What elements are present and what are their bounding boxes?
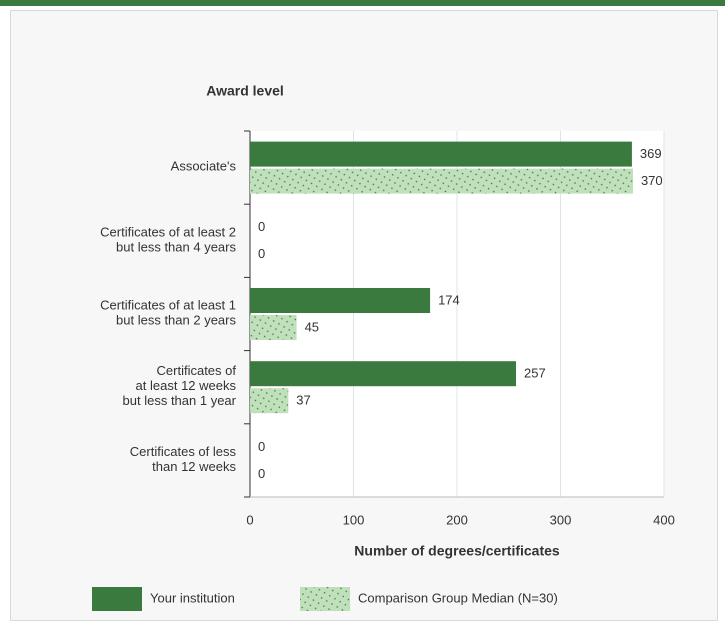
chart-title: Award level xyxy=(206,83,284,99)
value-label: 0 xyxy=(258,466,265,481)
y-tick-label-line: Certificates of at least 2 xyxy=(100,225,236,240)
bar xyxy=(250,288,431,313)
value-label: 257 xyxy=(524,366,546,381)
y-tick-label-line: than 12 weeks xyxy=(152,459,236,474)
y-tick-label: Certificates of at least 2 but less than … xyxy=(100,225,236,255)
legend-label: Comparison Group Median (N=30) xyxy=(358,590,558,605)
y-tick-label-line: Certificates of less xyxy=(130,444,237,459)
bar xyxy=(250,141,632,167)
x-axis-label: Number of degrees/certificates xyxy=(354,543,560,559)
y-tick-label-line: but less than 2 years xyxy=(116,313,236,328)
y-tick-label: Certificates of less than 12 weeks xyxy=(130,444,237,474)
y-tick-label-line: but less than 4 years xyxy=(116,240,236,255)
y-tick-label-line: but less than 1 year xyxy=(123,394,237,409)
value-label: 369 xyxy=(640,146,662,161)
bar xyxy=(250,168,633,194)
y-tick-label-line: at least 12 weeks xyxy=(136,379,237,394)
bar xyxy=(250,315,297,340)
x-tick-label: 300 xyxy=(550,512,572,527)
legend-label: Your institution xyxy=(150,590,235,605)
value-label: 45 xyxy=(305,319,319,334)
y-tick-label-line: Certificates of at least 1 xyxy=(100,298,236,313)
top-bar xyxy=(0,0,725,6)
value-label: 0 xyxy=(258,219,265,234)
x-tick-label: 400 xyxy=(653,512,675,527)
x-tick-label: 100 xyxy=(343,512,365,527)
value-label: 37 xyxy=(296,393,310,408)
value-label: 0 xyxy=(258,246,265,261)
value-label: 174 xyxy=(438,292,460,307)
y-tick-label: Certificates of at least 1 but less than … xyxy=(100,298,236,328)
value-label: 0 xyxy=(258,439,265,454)
legend-swatch xyxy=(92,587,142,611)
legend-swatch xyxy=(300,587,350,611)
bar xyxy=(250,388,289,414)
y-tick-label: Associate's xyxy=(171,159,237,174)
y-tick-label: Certificates of at least 12 weeks but less… xyxy=(123,364,237,409)
x-tick-label: 200 xyxy=(446,512,468,527)
y-tick-label-line: Associate's xyxy=(171,159,237,174)
value-label: 370 xyxy=(641,173,663,188)
x-tick-label: 0 xyxy=(246,512,253,527)
bar xyxy=(250,361,516,387)
y-tick-label-line: Certificates of xyxy=(157,364,237,379)
